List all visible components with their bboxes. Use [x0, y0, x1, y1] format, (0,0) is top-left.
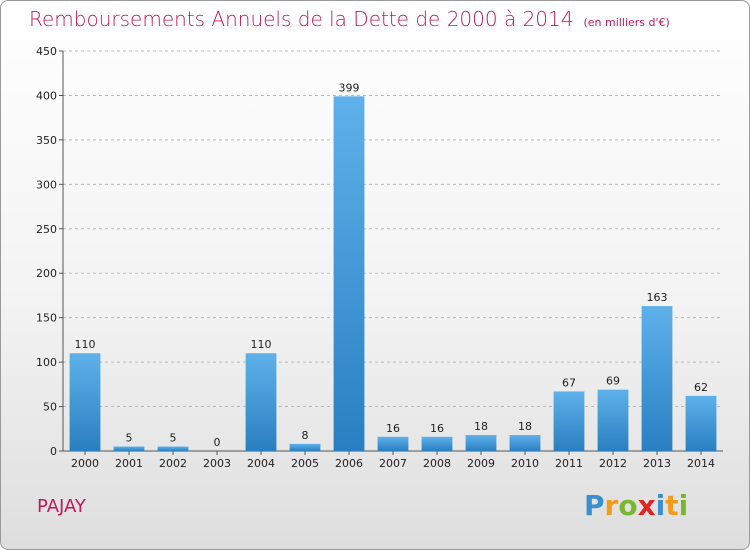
data-label: 110	[75, 338, 96, 351]
bar	[245, 353, 277, 451]
data-label: 5	[126, 432, 133, 445]
proxiti-logo: Proxiti	[584, 489, 688, 522]
x-tick-label: 2001	[115, 457, 143, 470]
x-tick-label: 2004	[247, 457, 275, 470]
bar	[289, 443, 321, 451]
x-tick-label: 2008	[423, 457, 451, 470]
x-tick-label: 2005	[291, 457, 319, 470]
logo-letter: i	[678, 489, 689, 522]
y-tick-label: 250	[36, 223, 57, 236]
x-tick-label: 2009	[467, 457, 495, 470]
bar	[113, 446, 145, 451]
data-label: 5	[170, 432, 177, 445]
data-label: 18	[518, 420, 532, 433]
bar	[553, 391, 585, 451]
y-tick-label: 200	[36, 267, 57, 280]
x-tick-label: 2000	[71, 457, 99, 470]
x-tick-label: 2006	[335, 457, 363, 470]
y-tick-label: 350	[36, 134, 57, 147]
commune-name: PAJAY	[37, 496, 86, 517]
bar	[509, 435, 541, 451]
chart-title: Remboursements Annuels de la Dette de 20…	[29, 7, 670, 31]
data-label: 0	[214, 436, 221, 449]
bar	[377, 436, 409, 451]
x-tick-label: 2012	[599, 457, 627, 470]
data-label: 16	[430, 422, 444, 435]
chart-title-text: Remboursements Annuels de la Dette de 20…	[29, 7, 574, 31]
y-tick-label: 400	[36, 89, 57, 102]
bar	[641, 306, 673, 451]
x-tick-label: 2003	[203, 457, 231, 470]
y-tick-label: 50	[43, 401, 57, 414]
y-tick-label: 450	[36, 45, 57, 58]
x-tick-label: 2013	[643, 457, 671, 470]
bar	[685, 395, 717, 451]
data-label: 67	[562, 376, 576, 389]
logo-letter: x	[637, 489, 656, 522]
data-label: 8	[302, 429, 309, 442]
chart-unit: (en milliers d'€)	[583, 16, 670, 29]
x-tick-label: 2007	[379, 457, 407, 470]
data-label: 69	[606, 375, 620, 388]
bar	[465, 435, 497, 451]
data-label: 163	[647, 291, 668, 304]
data-label: 18	[474, 420, 488, 433]
data-label: 399	[339, 81, 360, 94]
y-tick-label: 150	[36, 312, 57, 325]
x-tick-label: 2014	[687, 457, 715, 470]
x-tick-label: 2002	[159, 457, 187, 470]
x-tick-label: 2010	[511, 457, 539, 470]
x-tick-label: 2011	[555, 457, 583, 470]
logo-letter: P	[584, 489, 605, 522]
logo-letter: t	[665, 489, 679, 522]
y-tick-label: 0	[50, 445, 57, 458]
data-label: 62	[694, 381, 708, 394]
data-label: 16	[386, 422, 400, 435]
logo-letter: r	[604, 489, 619, 522]
logo-letter: i	[655, 489, 666, 522]
y-tick-label: 100	[36, 356, 57, 369]
bar	[421, 436, 453, 451]
bar	[157, 446, 189, 451]
data-label: 110	[251, 338, 272, 351]
bar	[69, 353, 101, 451]
y-tick-label: 300	[36, 178, 57, 191]
bar	[333, 96, 365, 451]
logo-letter: o	[618, 489, 638, 522]
bar	[597, 389, 629, 451]
